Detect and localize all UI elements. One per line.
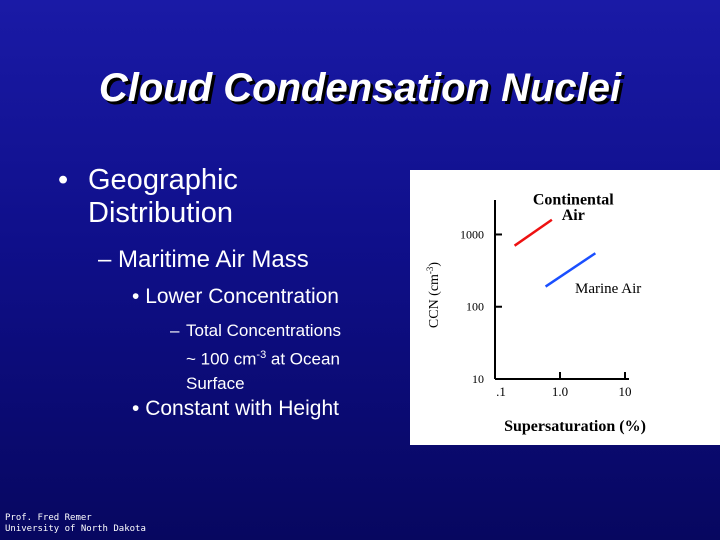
bullet-text-line2: ~ 100 cm-3 at Ocean: [186, 343, 406, 372]
bullet-text-line1: Total Concentrations: [186, 321, 341, 340]
chart-axes: [494, 200, 629, 380]
bullet-text: Lower Concentration: [145, 285, 339, 308]
y-tick-label: 100: [466, 300, 484, 314]
chart-annotation: Air: [562, 207, 585, 224]
bullet-text: Constant with Height: [145, 397, 339, 420]
y-axis-label-end: ): [427, 262, 442, 267]
bullet-text: Maritime Air Mass: [118, 246, 309, 273]
location-text: at Ocean: [266, 349, 340, 369]
bullet-text: Geographic Distribution: [88, 164, 238, 229]
concentration-value: ~ 100 cm: [186, 349, 257, 369]
bullet-text-line3: Surface: [186, 373, 245, 393]
chart-panel: 10 100 1000 .1 1.0 10 Continental Air Marine Air…: [410, 170, 720, 445]
bullet-total-concentrations: – Total Concentrations ~ 100 cm-3 at Oce…: [170, 319, 406, 396]
y-axis-label: CCN (cm-3): [425, 262, 442, 329]
x-tick-label: 10: [619, 384, 632, 399]
bullet-dash: –: [170, 321, 180, 340]
bullet-dot: •: [58, 164, 69, 196]
chart-annotation: Continental: [533, 191, 614, 208]
slide-footer: Prof. Fred Remer University of North Dak…: [5, 513, 146, 535]
footer-affiliation: University of North Dakota: [5, 524, 146, 534]
unit-exponent: -3: [256, 349, 267, 361]
y-axis-label-main: CCN (cm: [427, 274, 442, 328]
y-axis-label-exponent: -3: [425, 266, 435, 274]
bullet-constant-with-height: • Constant with Height: [132, 397, 339, 420]
series-line-continental-air: [513, 218, 553, 247]
bullet-maritime-air-mass: – Maritime Air Mass: [98, 246, 309, 273]
footer-author: Prof. Fred Remer: [5, 513, 92, 523]
y-tick-label: 10: [472, 372, 484, 386]
y-tick-label: 1000: [460, 227, 484, 241]
x-tick-label: 1.0: [552, 384, 568, 399]
slide-title: Cloud Condensation Nuclei: [98, 66, 622, 110]
x-tick-label: .1: [496, 384, 506, 399]
chart-marks: [513, 218, 597, 288]
x-axis-label: Supersaturation (%): [504, 418, 646, 435]
chart-annotation: Marine Air: [575, 281, 641, 297]
bullet-lower-concentration: • Lower Concentration: [132, 285, 339, 308]
series-line-marine-air: [544, 252, 597, 288]
